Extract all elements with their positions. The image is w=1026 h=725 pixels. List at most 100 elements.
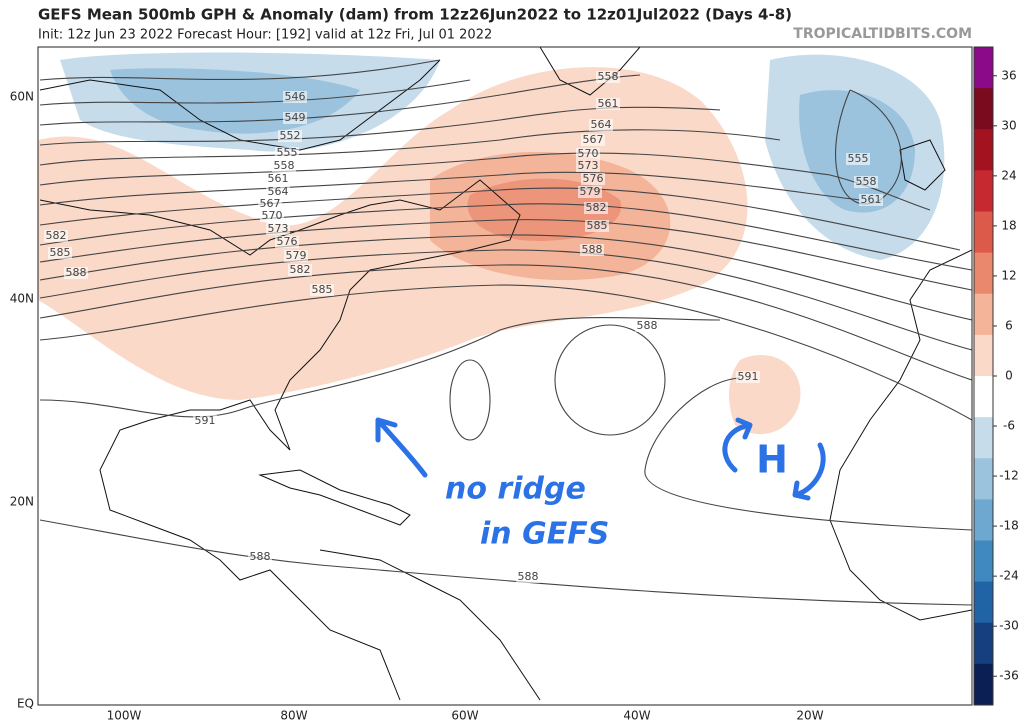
contour-label-bg xyxy=(854,176,878,188)
contour-label-bg xyxy=(275,147,299,159)
contour-label: 567 xyxy=(583,133,604,146)
colorbar-segment xyxy=(974,88,993,130)
colorbar-segment xyxy=(974,293,993,336)
contour-label-bg xyxy=(596,71,620,83)
contour-label-bg xyxy=(64,267,88,279)
contour-label: 555 xyxy=(848,152,869,165)
contour-label: 588 xyxy=(518,570,539,583)
contour-label-bg xyxy=(736,371,760,383)
colorbar-segment xyxy=(974,499,993,541)
contour-label: 558 xyxy=(274,159,295,172)
map-frame xyxy=(37,46,973,706)
lat-label: 40N xyxy=(10,292,34,306)
contour-label: 555 xyxy=(277,146,298,159)
contour-label-bg xyxy=(581,134,605,146)
colorbar-label: 36 xyxy=(1001,68,1016,82)
contour-label-bg xyxy=(584,202,608,214)
colorbar-segment xyxy=(974,581,993,624)
colorbar-segment xyxy=(974,458,993,500)
contour-label: 588 xyxy=(637,319,658,332)
contour-label-bg xyxy=(44,230,68,242)
contour-label: 576 xyxy=(277,235,298,248)
colorbar-segment xyxy=(974,211,993,254)
contour-label-bg xyxy=(248,551,272,563)
contour-label-bg xyxy=(283,91,307,103)
contour-label: 588 xyxy=(250,550,271,563)
colorbar-label: -6 xyxy=(1003,419,1015,433)
contour-label-bg xyxy=(589,119,613,131)
contour-label-bg xyxy=(266,173,290,185)
lon-label: 60W xyxy=(451,709,478,723)
contour-label-bg xyxy=(310,284,334,296)
colorbar-label: -24 xyxy=(999,569,1019,583)
watermark: TROPICALTIDBITS.COM xyxy=(793,26,972,42)
contour-label: 558 xyxy=(598,70,619,83)
contour-label: 561 xyxy=(268,172,289,185)
colorbar-label: 12 xyxy=(1001,268,1016,282)
contour-label: 588 xyxy=(582,243,603,256)
lon-label: 40W xyxy=(623,709,650,723)
contour-label-bg xyxy=(585,220,609,232)
contour-label-bg xyxy=(288,264,312,276)
contour-label: 582 xyxy=(290,263,311,276)
lon-label: 20W xyxy=(796,709,823,723)
contour-label-bg xyxy=(578,186,602,198)
contour-label: 552 xyxy=(280,129,301,142)
lat-label: 60N xyxy=(10,90,34,104)
contour-label: 591 xyxy=(738,370,759,383)
contour-label: 558 xyxy=(856,175,877,188)
colorbar-segment xyxy=(974,170,993,212)
contour-label-bg xyxy=(576,148,600,160)
contour-label-bg xyxy=(272,160,296,172)
contour-label: 564 xyxy=(268,185,289,198)
high-symbol: H xyxy=(756,438,788,482)
subtitle: Init: 12z Jun 23 2022 Forecast Hour: [19… xyxy=(38,28,492,43)
colorbar-segment xyxy=(974,252,993,295)
contour-label: 591 xyxy=(195,414,216,427)
colorbar-label: 6 xyxy=(1005,318,1013,332)
annotation-line: no ridge xyxy=(445,472,586,507)
annotation-line: in GEFS xyxy=(480,517,609,552)
colorbar-segment xyxy=(974,376,993,418)
contour-label-bg xyxy=(576,160,600,172)
contour-label: 567 xyxy=(260,197,281,210)
colorbar-segment xyxy=(974,47,993,89)
colorbar-segment xyxy=(974,417,993,459)
contour-label-bg xyxy=(266,223,290,235)
lat-label: 20N xyxy=(10,495,34,509)
contour-label-bg xyxy=(275,236,299,248)
contour-label-bg xyxy=(581,173,605,185)
lon-label: 80W xyxy=(280,709,307,723)
colorbar-label: 0 xyxy=(1005,369,1013,383)
contour-label-bg xyxy=(859,194,883,206)
contour-label: 582 xyxy=(46,229,67,242)
contour-label: 585 xyxy=(587,219,608,232)
contour-label: 588 xyxy=(66,266,87,279)
colorbar-label: 30 xyxy=(1001,118,1016,132)
colorbar-segment xyxy=(974,663,993,706)
colorbar-segment xyxy=(974,540,993,583)
colorbar-label: -12 xyxy=(999,469,1019,483)
title: GEFS Mean 500mb GPH & Anomaly (dam) from… xyxy=(38,6,792,24)
colorbar-label: 24 xyxy=(1001,168,1016,182)
contour-label: 549 xyxy=(285,111,306,124)
contour-label-bg xyxy=(260,210,284,222)
contour-label: 585 xyxy=(312,283,333,296)
contour-label: 561 xyxy=(861,193,882,206)
lon-label: 100W xyxy=(107,709,142,723)
contour-label-bg xyxy=(516,571,540,583)
colorbar-segment xyxy=(974,334,993,377)
colorbar-label: 18 xyxy=(1001,218,1016,232)
contour-label: 573 xyxy=(268,222,289,235)
colorbar-segment xyxy=(974,129,993,171)
colorbar-label: -30 xyxy=(999,619,1019,633)
contour-label-bg xyxy=(635,320,659,332)
lat-label: EQ xyxy=(17,697,34,711)
contour-label: 573 xyxy=(578,159,599,172)
colorbar-label: -18 xyxy=(999,519,1019,533)
map-area: no ridge in GEFS H 546549552555558561564… xyxy=(38,47,972,705)
contour-label-bg xyxy=(48,247,72,259)
contour-label: 585 xyxy=(50,246,71,259)
contour-label: 564 xyxy=(591,118,612,131)
